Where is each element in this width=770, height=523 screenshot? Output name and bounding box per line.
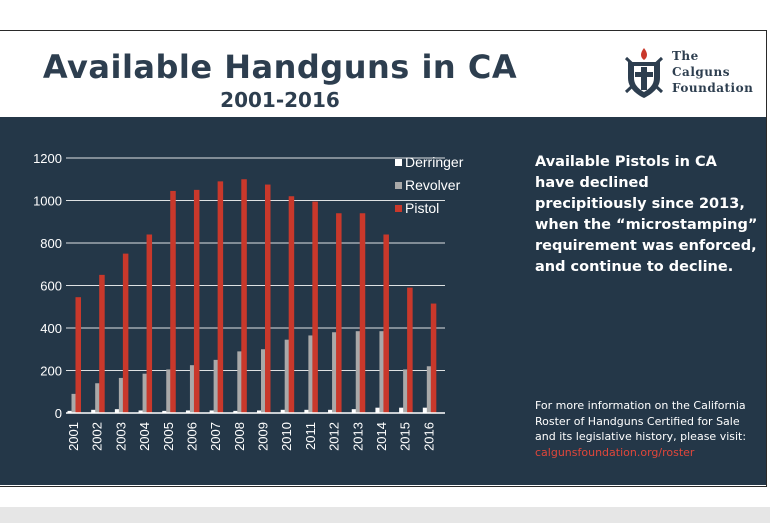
bar-pistol [430, 303, 437, 413]
bar-revolver [189, 365, 196, 413]
bar-derringer [114, 409, 120, 413]
x-tick-label: 2013 [350, 422, 365, 451]
calguns-logo-icon [624, 48, 664, 98]
legend-swatch-pistol [395, 205, 402, 212]
info-block: For more information on the California R… [535, 398, 760, 460]
bar-pistol [288, 196, 295, 413]
x-tick-label: 2012 [327, 422, 342, 451]
bar-derringer [375, 407, 381, 413]
bar-revolver [332, 332, 338, 413]
y-tick-label: 1200 [33, 151, 62, 166]
bar-revolver [379, 331, 385, 413]
bar-derringer [257, 410, 262, 413]
y-tick-label: 200 [40, 364, 62, 379]
bar-derringer [91, 409, 97, 413]
bar-pistol [170, 190, 176, 413]
bar-pistol [312, 201, 318, 413]
bar-derringer [138, 410, 144, 413]
legend-swatch-derringer [395, 159, 402, 166]
bar-derringer [399, 407, 405, 413]
x-tick-label: 2001 [66, 422, 81, 451]
x-tick-label: 2016 [421, 422, 436, 451]
bar-revolver [118, 377, 125, 413]
logo-line-1: The [672, 49, 699, 63]
x-tick-label: 2006 [184, 422, 199, 451]
logo-line-2: Calguns [672, 65, 730, 79]
bar-derringer [280, 409, 286, 413]
x-tick-label: 2008 [232, 422, 247, 451]
bar-derringer [162, 410, 168, 413]
x-tick-label: 2011 [303, 422, 318, 450]
bar-revolver [284, 339, 291, 413]
legend-label-derringer: Derringer [405, 154, 464, 170]
bar-pistol [193, 189, 200, 413]
bar-derringer [351, 409, 357, 413]
bar-revolver [95, 383, 101, 413]
legend-label-revolver: Revolver [405, 177, 461, 193]
roster-link[interactable]: calgunsfoundation.org/roster [535, 445, 695, 459]
x-tick-label: 2003 [113, 422, 128, 451]
info-text: For more information on the California R… [535, 399, 747, 443]
bar-derringer [304, 409, 310, 413]
legend-swatch-revolver [395, 182, 402, 189]
bar-pistol [336, 213, 342, 413]
bar-pistol [122, 253, 129, 413]
bar-revolver [237, 351, 243, 413]
footer-bar [0, 507, 770, 523]
bar-revolver [426, 366, 433, 413]
bar-pistol [241, 179, 247, 413]
logo-line-3: Foundation [672, 81, 754, 95]
bar-revolver [355, 331, 362, 413]
logo [618, 44, 768, 100]
bar-revolver [71, 393, 77, 413]
x-tick-label: 2007 [208, 422, 223, 451]
bar-pistol [217, 181, 224, 413]
bar-revolver [261, 349, 267, 413]
bar-pistol [99, 274, 105, 413]
bar-revolver [213, 359, 220, 413]
y-tick-label: 800 [40, 236, 62, 251]
callout-text: Available Pistols in CA have declined pr… [535, 154, 758, 275]
bar-pistol [359, 213, 366, 413]
y-tick-label: 400 [40, 321, 62, 336]
x-tick-label: 2015 [398, 422, 413, 451]
bar-pistol [75, 297, 81, 413]
y-tick-label: 1000 [33, 194, 62, 209]
bar-derringer [328, 409, 334, 413]
x-tick-label: 2010 [279, 422, 294, 451]
x-tick-label: 2002 [90, 422, 105, 451]
x-tick-label: 2005 [161, 422, 176, 451]
bar-derringer [422, 407, 428, 413]
bar-derringer [185, 410, 191, 413]
bar-revolver [403, 369, 409, 413]
bar-derringer [209, 410, 215, 413]
bar-derringer [233, 410, 239, 413]
x-tick-label: 2014 [374, 422, 389, 451]
bar-pistol [146, 234, 153, 413]
bar-pistol [265, 184, 271, 413]
bar-pistol [407, 287, 413, 413]
bar-revolver [166, 369, 172, 413]
bar-revolver [142, 373, 149, 413]
page-title: Available Handguns in CA [42, 48, 518, 86]
page-subtitle: 2001-2016 [220, 88, 340, 112]
x-tick-label: 2004 [137, 422, 152, 451]
bar-pistol [383, 234, 389, 413]
y-tick-label: 0 [55, 406, 62, 421]
logo-wordmark: The Calguns Foundation [672, 48, 753, 96]
y-tick-label: 600 [40, 279, 62, 294]
bar-derringer [67, 410, 73, 413]
bar-revolver [308, 335, 314, 413]
legend-label-pistol: Pistol [405, 200, 439, 216]
bar-chart: 0 200 400 600 800 1000 1200 2001 2002 2003 2004 200… [33, 151, 464, 451]
x-tick-label: 2009 [256, 422, 271, 451]
